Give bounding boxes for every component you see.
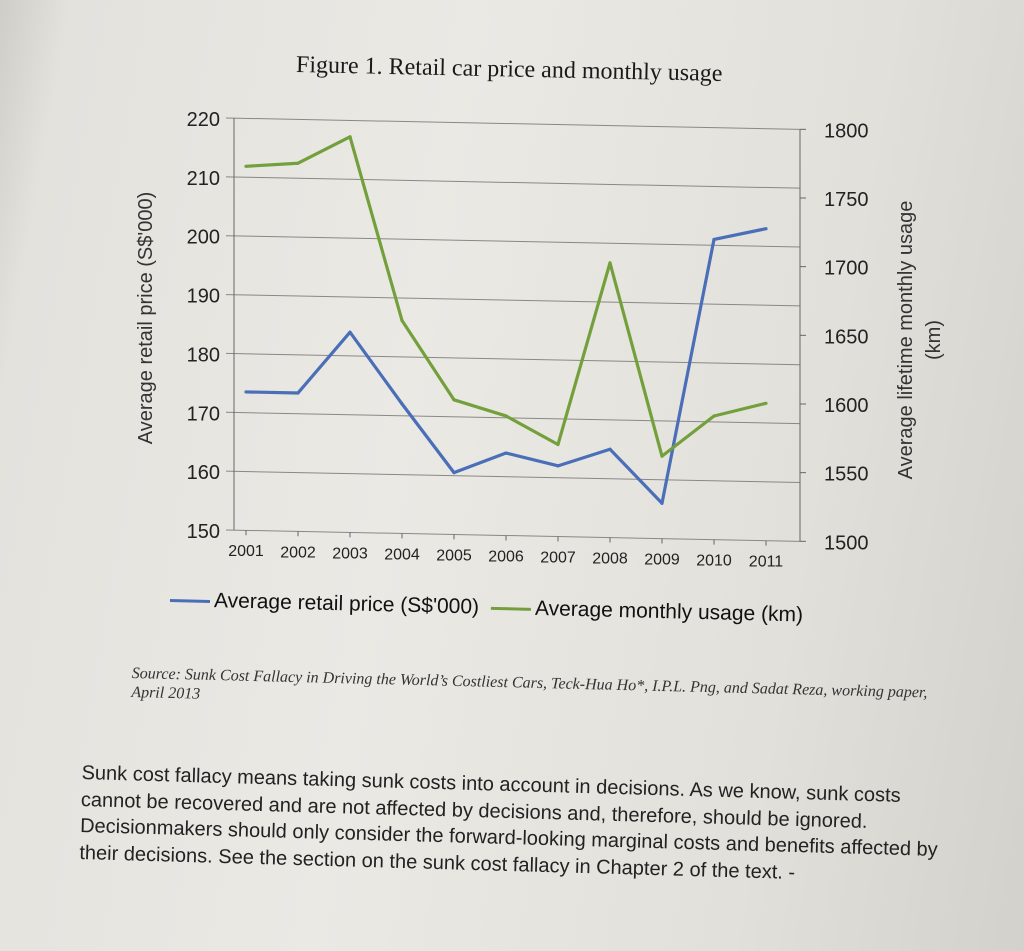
legend-swatch-price: [169, 598, 211, 603]
legend-swatch-usage: [490, 606, 532, 611]
price-point-2005: [452, 471, 456, 475]
x-tick-2009: 2009: [644, 552, 680, 569]
usage-point-2002: [296, 161, 300, 165]
usage-point-2011: [764, 401, 768, 405]
usage-point-2004: [400, 318, 404, 323]
legend-label-price: Average retail price (S$'000): [213, 589, 480, 619]
y-left-tick-150: 150: [187, 521, 220, 543]
line-chart: 150 160 170 180 190 200 210 220 1500 1550 1600 1650…: [135, 109, 945, 571]
y-left-tick-210: 210: [187, 168, 220, 190]
usage-point-2006: [504, 414, 508, 418]
usage-point-2009: [660, 454, 664, 458]
y-right-tick-1600: 1600: [824, 395, 869, 417]
gridline-210: [225, 176, 801, 189]
price-point-2002: [296, 391, 300, 395]
x-tick-2008: 2008: [592, 551, 628, 568]
x-tick-2001: 2001: [228, 543, 264, 560]
price-point-2006: [504, 451, 508, 455]
legend: Average retail price (S$'000) Average mo…: [169, 588, 816, 628]
x-tick-2003: 2003: [332, 545, 368, 562]
y-left-tick-160: 160: [187, 462, 220, 484]
price-point-2007: [556, 464, 560, 468]
x-tick-2005: 2005: [436, 547, 472, 564]
y-right-tick-1800: 1800: [824, 120, 869, 142]
gridline-160: [225, 470, 801, 483]
y-left-tick-220: 220: [187, 109, 220, 131]
usage-point-2005: [452, 398, 456, 402]
price-point-2011: [764, 227, 768, 231]
usage-point-2008: [608, 261, 612, 265]
x-tick-2004: 2004: [384, 546, 420, 563]
price-point-2010: [712, 237, 716, 242]
y-left-tick-190: 190: [187, 286, 220, 308]
price-point-2009: [660, 501, 664, 505]
y-left-axis-title: Average retail price (S$'000): [135, 192, 157, 444]
y-left-tick-170: 170: [187, 403, 220, 425]
y-right-tick-1650: 1650: [824, 326, 869, 348]
price-point-2008: [608, 447, 612, 451]
y-left-tick-180: 180: [187, 344, 220, 366]
usage-point-2001: [244, 164, 248, 168]
gridline-190: [225, 294, 801, 307]
source-note: Source: Sunk Cost Fallacy in Driving the…: [131, 664, 928, 703]
price-point-2001: [244, 390, 248, 394]
y-right-axis-title-line1: Average lifetime monthly usage: [895, 201, 917, 480]
y-right-axis-title-line2: (km): [923, 320, 945, 360]
gridline-180: [225, 352, 801, 366]
body-paragraph: Sunk cost fallacy means taking sunk cost…: [79, 761, 939, 884]
y-right-tick-1500: 1500: [824, 532, 869, 554]
x-tick-2006: 2006: [488, 548, 524, 565]
usage-point-2003: [348, 135, 352, 139]
gridline-150: [225, 529, 801, 542]
y-right-tick-1550: 1550: [824, 464, 869, 486]
legend-item-price: Average retail price (S$'000): [169, 588, 480, 620]
usage-point-2007: [556, 442, 560, 447]
legend-item-usage: Average monthly usage (km): [490, 596, 804, 628]
price-point-2003: [348, 330, 352, 334]
legend-label-usage: Average monthly usage (km): [534, 596, 804, 627]
plot-area: 150 160 170 180 190 200 210 220 1500 1550 1600 1650…: [135, 109, 945, 571]
price-point-2004: [400, 402, 404, 406]
x-tick-2011: 2011: [749, 554, 784, 571]
usage-point-2010: [712, 414, 716, 418]
y-right-tick-1750: 1750: [824, 189, 869, 211]
x-tick-2007: 2007: [540, 549, 576, 566]
y-left-tick-200: 200: [187, 227, 220, 249]
gridline-200: [225, 235, 801, 248]
x-tick-2002: 2002: [280, 544, 316, 561]
y-right-tick-1700: 1700: [824, 258, 869, 280]
x-tick-2010: 2010: [696, 553, 732, 570]
gridline-220: [225, 117, 801, 130]
series-line-price: [245, 227, 767, 505]
